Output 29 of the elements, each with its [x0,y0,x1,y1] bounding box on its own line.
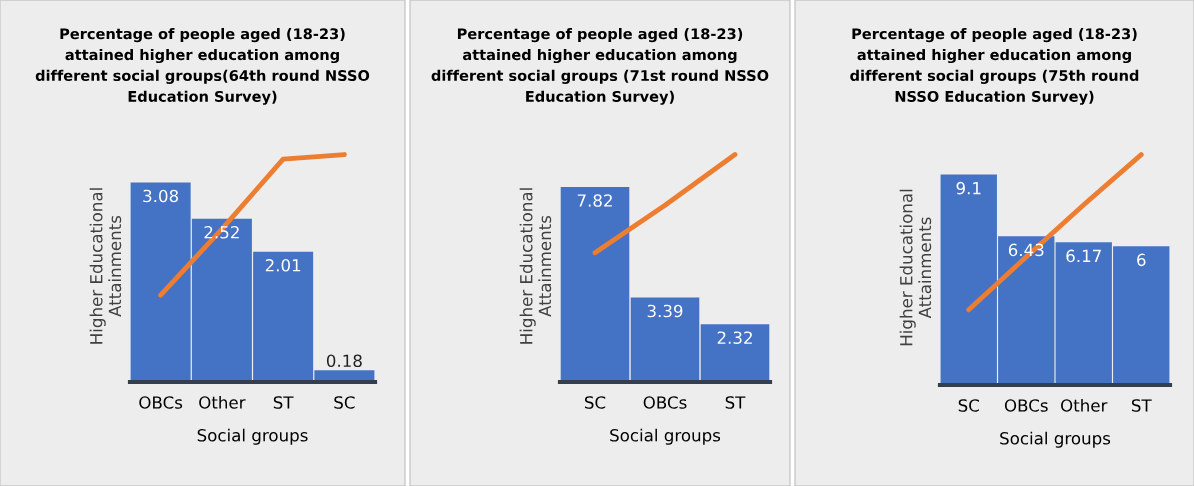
x-tick-label: SC [584,396,606,409]
y-axis-title: Higher Educational Attainments [519,188,552,344]
data-label: 3.39 [647,304,683,318]
x-tick-label: SC [334,396,355,409]
data-label: 7.82 [577,194,612,207]
data-label: 6 [1137,253,1146,267]
chart-title: Percentage of people aged (18-23) attained higher education among different social groups (75th round NSSO Education Survey) [850,28,1139,105]
x-tick-label: OBCs [139,396,183,409]
x-tick-label: ST [725,396,746,409]
x-tick-label: OBCs [1004,399,1048,412]
x-tick-label: ST [273,396,294,409]
x-tick-label: SC [958,399,979,412]
y-axis-title: Higher Educational Attainments [89,188,122,344]
x-axis-title: Social groups [610,428,721,445]
chart-title: Percentage of people aged (18-23) attained higher education among different social groups (71st round NSSO Education Survey) [431,28,769,105]
chart-title: Percentage of people aged (18-23) attained higher education among different social groups(64th round NSSO Education Survey) [35,28,370,105]
x-tick-label: Other [199,395,246,409]
x-tick-label: Other [1061,398,1108,412]
data-label: 2.01 [265,259,301,272]
x-tick-label: ST [1131,399,1152,412]
data-label: 0.18 [326,354,362,368]
x-tick-label: OBCs [643,396,687,409]
y-axis-title: Higher Educational Attainments [899,189,932,346]
x-axis-title: Social groups [197,428,308,445]
x-axis-title: Social groups [1000,431,1111,448]
data-label: 3.08 [143,189,179,203]
data-label: 6.17 [1066,249,1101,263]
data-label: 9.1 [956,181,981,195]
data-label: 2.32 [717,331,752,344]
